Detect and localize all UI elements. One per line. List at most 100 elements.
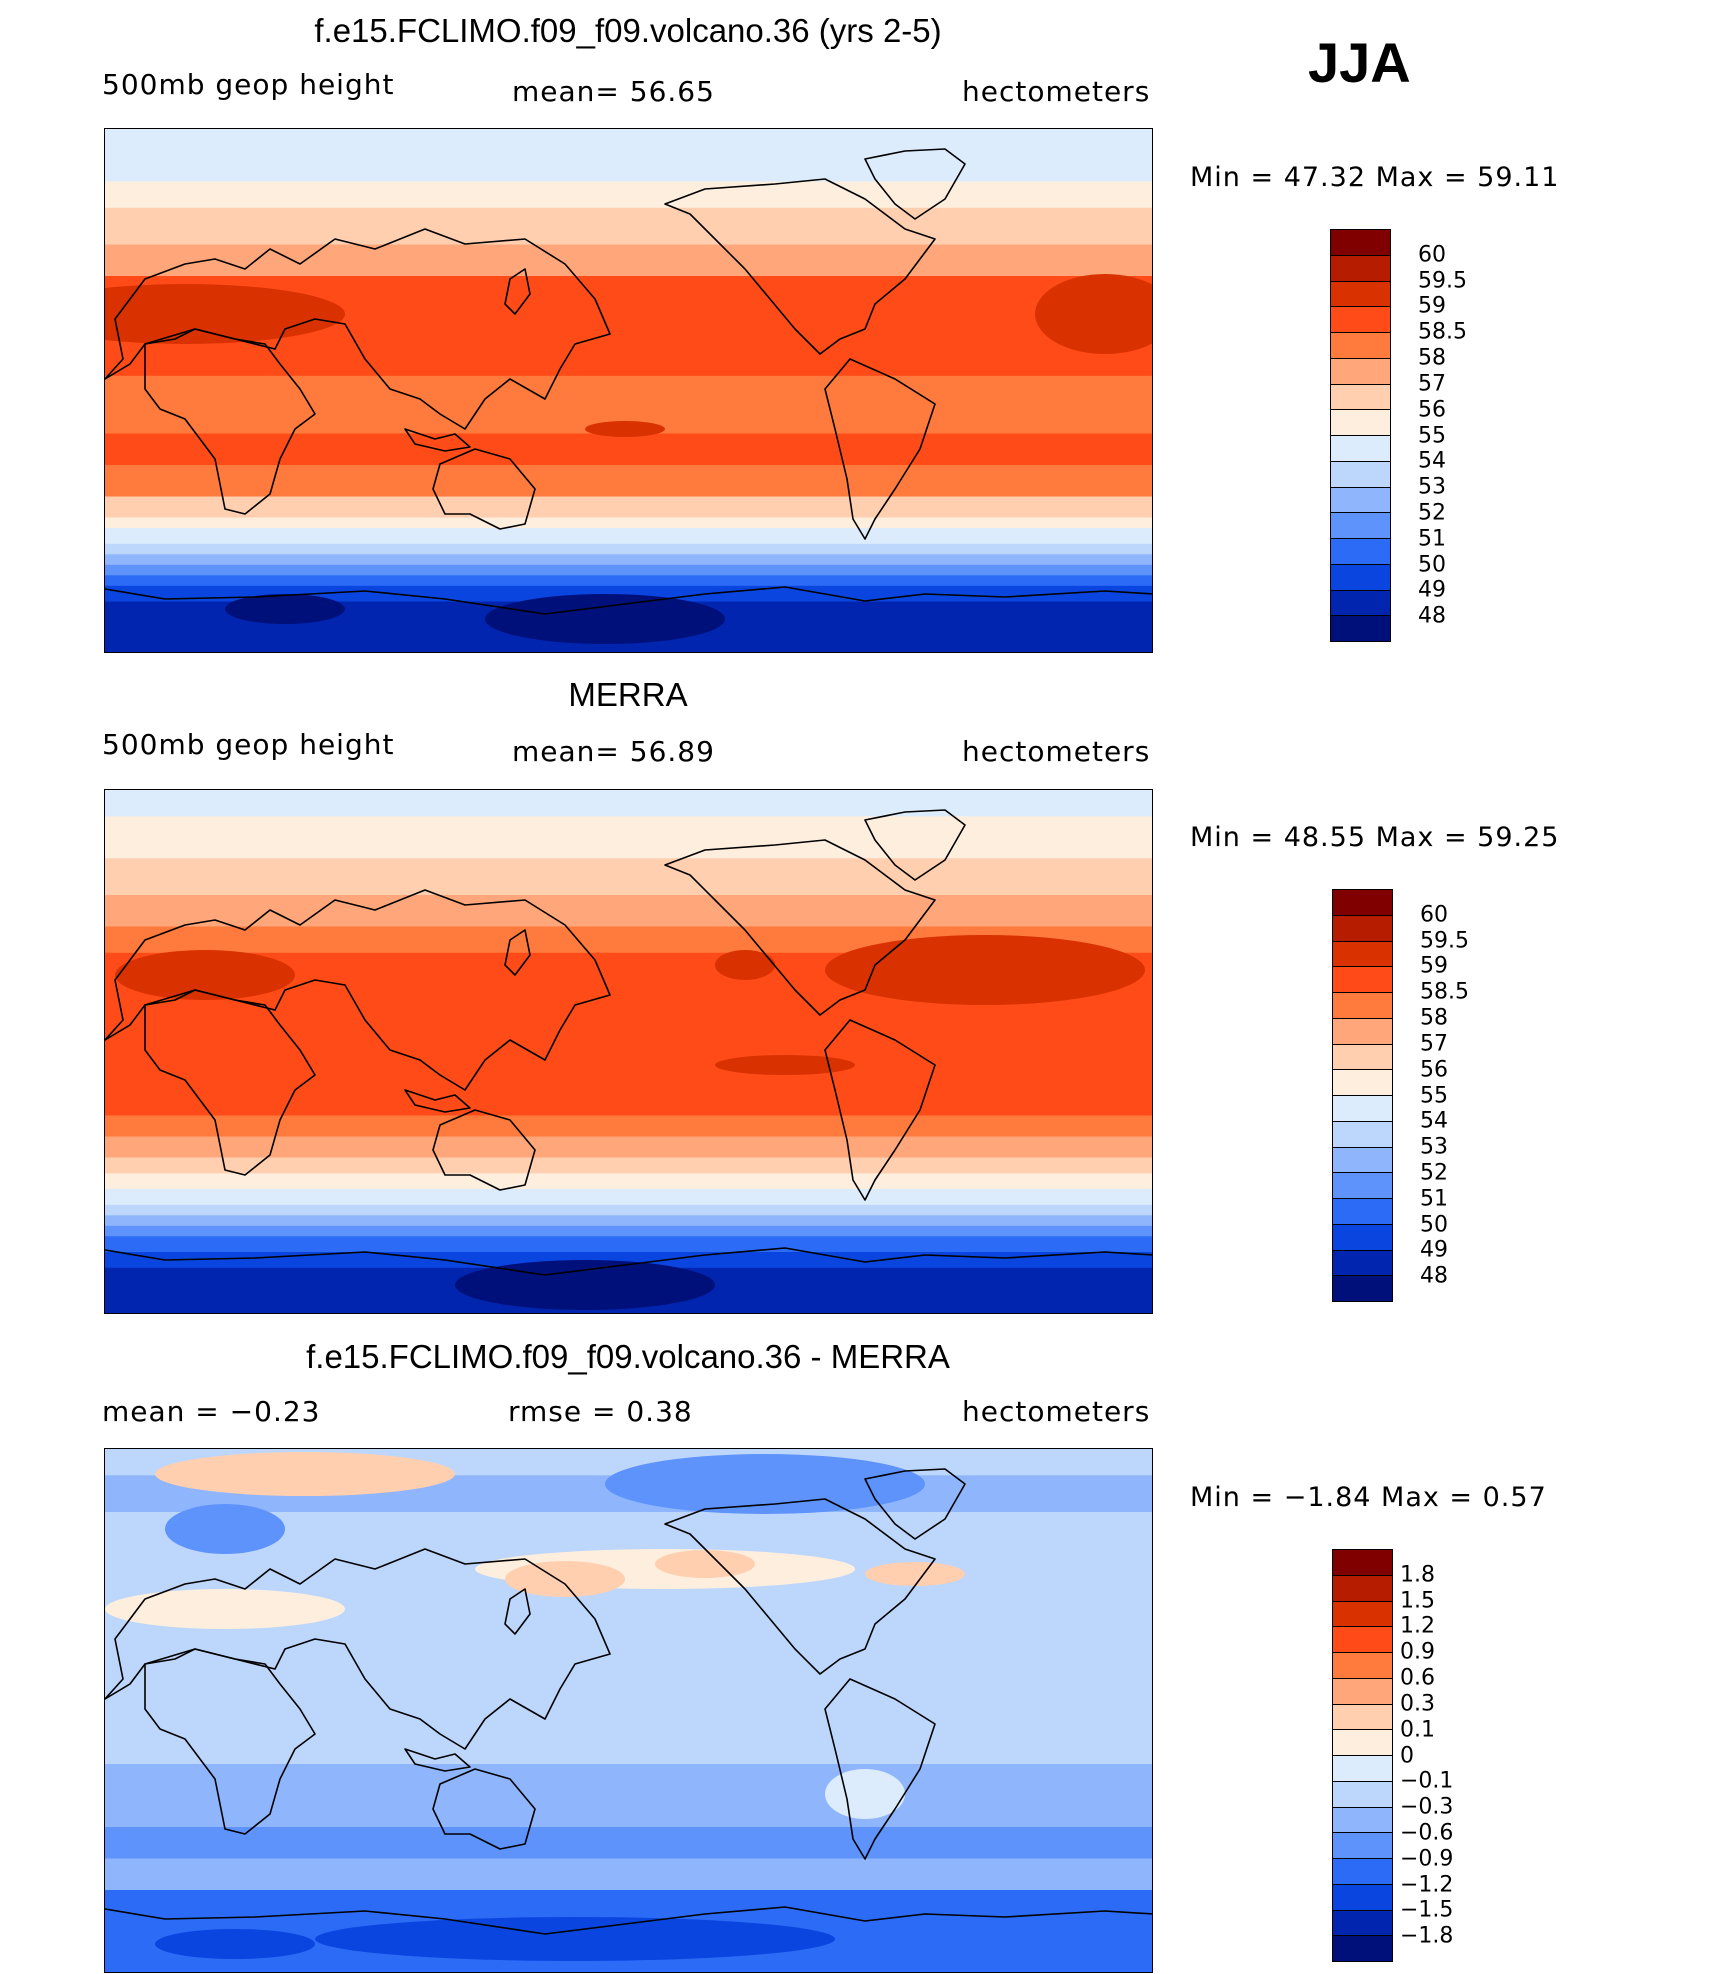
- colorbar-tick-label: 49: [1418, 577, 1446, 603]
- colorbar-tick-label: −0.6: [1400, 1820, 1454, 1846]
- panel-3-units-label: hectometers: [962, 1395, 1151, 1428]
- field-band: [105, 1890, 1152, 1923]
- colorbar-tick-label: 53: [1420, 1134, 1448, 1160]
- colorbar-tick-label: 1.5: [1400, 1588, 1435, 1614]
- colorbar-swatch: [1331, 230, 1390, 256]
- colorbar-tick-label: 59: [1420, 953, 1448, 979]
- coastline: [864, 809, 966, 881]
- coastline: [105, 1548, 611, 1750]
- panel-2-colorbar: [1332, 889, 1393, 1302]
- colorbar-swatch: [1331, 539, 1390, 565]
- colorbar-tick-label: 59: [1418, 293, 1446, 319]
- colorbar-tick-label: 58.5: [1418, 319, 1467, 345]
- colorbar-tick-label: 60: [1418, 242, 1446, 268]
- colorbar-swatch: [1333, 1575, 1392, 1602]
- colorbar-tick-label: 52: [1420, 1160, 1448, 1186]
- panel-3-rmse-label: rmse = 0.38: [508, 1395, 693, 1428]
- field-band: [105, 1215, 1152, 1227]
- colorbar-tick-label: −0.3: [1400, 1794, 1454, 1820]
- coastline: [404, 1089, 471, 1113]
- colorbar-tick-label: 54: [1418, 448, 1446, 474]
- colorbar-swatch: [1333, 1070, 1392, 1096]
- colorbar-swatch: [1331, 616, 1390, 641]
- colorbar-tick-label: −0.9: [1400, 1846, 1454, 1872]
- panel-2-map: [104, 789, 1153, 1314]
- field-blob: [505, 1561, 625, 1597]
- colorbar-swatch: [1333, 1018, 1392, 1045]
- field-band: [105, 1173, 1152, 1191]
- field-blob: [155, 1452, 455, 1496]
- colorbar-swatch: [1333, 1147, 1392, 1174]
- panel-1-min-max: Min = 47.32 Max = 59.11: [1190, 162, 1560, 193]
- colorbar-swatch: [1331, 513, 1390, 539]
- colorbar-swatch: [1333, 1884, 1392, 1911]
- field-band: [105, 150, 1152, 183]
- colorbar-tick-label: 55: [1418, 423, 1446, 448]
- field-blob: [715, 950, 775, 980]
- panel-1-colorbar: [1330, 229, 1391, 642]
- coastline: [824, 358, 936, 540]
- field-blob: [825, 935, 1145, 1005]
- colorbar-swatch: [1333, 1550, 1392, 1576]
- colorbar-tick-label: 56: [1418, 397, 1446, 423]
- coastline: [105, 228, 611, 430]
- colorbar-swatch: [1333, 1096, 1392, 1122]
- colorbar-swatch: [1333, 1678, 1392, 1705]
- colorbar-tick-label: −1.2: [1400, 1872, 1454, 1898]
- colorbar-swatch: [1333, 1910, 1392, 1937]
- colorbar-swatch: [1333, 967, 1392, 993]
- coastline: [864, 148, 966, 220]
- colorbar-tick-label: 0.9: [1400, 1639, 1435, 1665]
- coastline: [144, 989, 316, 1176]
- colorbar-tick-label: 57: [1418, 371, 1446, 397]
- colorbar-swatch: [1333, 1807, 1392, 1834]
- field-blob: [105, 1589, 345, 1629]
- field-blob: [655, 1550, 755, 1578]
- coastline: [864, 1468, 966, 1540]
- colorbar-swatch: [1331, 255, 1390, 282]
- coastline: [664, 1498, 936, 1675]
- field-band: [105, 181, 1152, 209]
- colorbar-tick-label: 52: [1418, 500, 1446, 526]
- coastline: [105, 1247, 1152, 1276]
- colorbar-swatch: [1331, 461, 1390, 488]
- colorbar-swatch: [1333, 890, 1392, 916]
- colorbar-tick-label: 49: [1420, 1237, 1448, 1263]
- panel-3-title: f.e15.FCLIMO.f09_f09.volcano.36 - MERRA: [306, 1338, 950, 1375]
- colorbar-swatch: [1333, 1601, 1392, 1628]
- field-band: [105, 1827, 1152, 1860]
- colorbar-swatch: [1331, 436, 1390, 462]
- field-band: [105, 528, 1152, 545]
- field-band: [105, 1225, 1152, 1238]
- colorbar-tick-label: 1.8: [1400, 1562, 1435, 1588]
- colorbar-tick-label: 48: [1418, 603, 1446, 629]
- colorbar-tick-label: 0: [1400, 1743, 1414, 1768]
- field-blob: [115, 950, 295, 1000]
- colorbar-tick-label: 59.5: [1420, 928, 1469, 954]
- colorbar-swatch: [1333, 1936, 1392, 1961]
- field-blob: [455, 1260, 715, 1310]
- colorbar-swatch: [1331, 564, 1390, 591]
- colorbar-swatch: [1333, 1199, 1392, 1225]
- panel-3-colorbar: [1332, 1549, 1393, 1962]
- colorbar-swatch: [1331, 410, 1390, 436]
- coastline: [432, 1109, 536, 1191]
- colorbar-swatch: [1333, 1781, 1392, 1808]
- colorbar-swatch: [1333, 1224, 1392, 1251]
- coastline: [432, 448, 536, 530]
- field-band: [105, 1157, 1152, 1175]
- colorbar-tick-label: 51: [1418, 526, 1446, 552]
- coastline: [664, 178, 936, 355]
- field-band: [105, 1204, 1152, 1217]
- coastline: [824, 1019, 936, 1201]
- field-band: [105, 575, 1152, 587]
- field-band: [105, 244, 1152, 277]
- field-blob: [315, 1917, 835, 1961]
- field-band: [105, 433, 1152, 466]
- colorbar-swatch: [1333, 1756, 1392, 1782]
- panel-1-units-label: hectometers: [962, 75, 1151, 108]
- colorbar-tick-label: 54: [1420, 1108, 1448, 1134]
- colorbar-tick-label: 0.3: [1400, 1691, 1435, 1717]
- colorbar-tick-label: 48: [1420, 1263, 1448, 1289]
- colorbar-tick-label: 58: [1418, 345, 1446, 371]
